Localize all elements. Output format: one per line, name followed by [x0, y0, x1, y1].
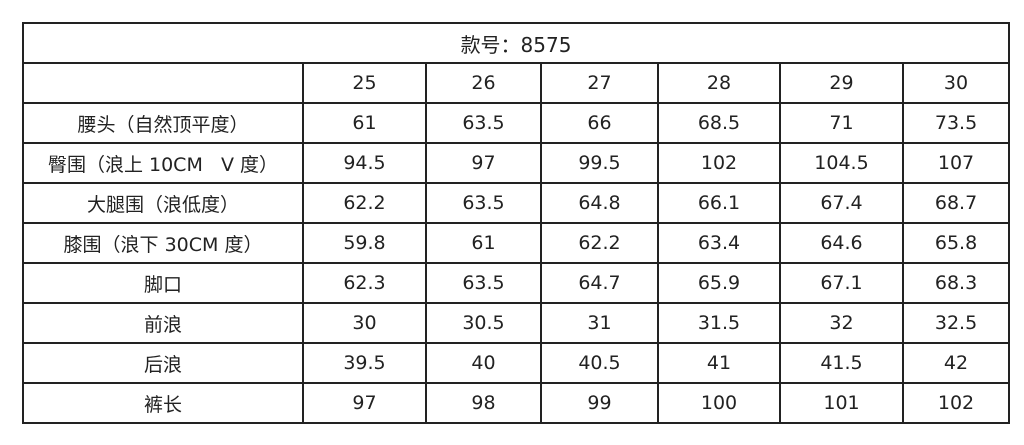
measurement-value: 102 — [901, 382, 1011, 424]
measurement-label: 裤长 — [22, 382, 304, 424]
measurement-value: 63.4 — [657, 222, 781, 264]
measurement-value: 68.7 — [901, 182, 1011, 224]
size-header: 27 — [540, 62, 659, 104]
measurement-value: 66.1 — [657, 182, 781, 224]
table-row: 脚口 62.3 63.5 64.7 65.9 67.1 68.3 — [22, 262, 1011, 304]
size-header: 29 — [779, 62, 904, 104]
measurement-value: 30.5 — [425, 302, 542, 344]
measurement-value: 64.6 — [779, 222, 904, 264]
measurement-value: 67.4 — [779, 182, 904, 224]
measurement-value: 41.5 — [779, 342, 904, 384]
measurement-value: 39.5 — [302, 342, 427, 384]
measurement-value: 61 — [302, 102, 427, 144]
measurement-value: 64.7 — [540, 262, 659, 304]
measurement-value: 40 — [425, 342, 542, 384]
size-header: 25 — [302, 62, 427, 104]
measurement-value: 32.5 — [901, 302, 1011, 344]
measurement-value: 104.5 — [779, 142, 904, 184]
measurement-value: 101 — [779, 382, 904, 424]
measurement-label: 腰头（自然顶平度） — [22, 102, 304, 144]
measurement-value: 62.2 — [302, 182, 427, 224]
size-header: 28 — [657, 62, 781, 104]
measurement-value: 65.8 — [901, 222, 1011, 264]
measurement-value: 107 — [901, 142, 1011, 184]
measurement-value: 99 — [540, 382, 659, 424]
measurement-value: 64.8 — [540, 182, 659, 224]
measurement-value: 62.3 — [302, 262, 427, 304]
measurement-value: 62.2 — [540, 222, 659, 264]
size-header: 30 — [901, 62, 1011, 104]
measurement-value: 94.5 — [302, 142, 427, 184]
measurement-value: 63.5 — [425, 102, 542, 144]
table-row: 臀围（浪上 10CM V 度） 94.5 97 99.5 102 104.5 107 — [22, 142, 1011, 184]
measurement-value: 98 — [425, 382, 542, 424]
style-number-title: 款号：8575 — [21, 22, 1011, 64]
title-row: 款号：8575 — [21, 22, 1011, 64]
measurement-label: 前浪 — [22, 302, 304, 344]
measurement-value: 99.5 — [540, 142, 659, 184]
measurement-value: 100 — [657, 382, 781, 424]
measurement-value: 31.5 — [657, 302, 781, 344]
measurement-value: 30 — [302, 302, 427, 344]
measurement-label: 后浪 — [22, 342, 304, 384]
measurement-value: 71 — [779, 102, 904, 144]
measurement-value: 73.5 — [901, 102, 1011, 144]
measurement-value: 97 — [302, 382, 427, 424]
size-chart-table: 款号：8575 25 26 27 28 29 30 腰头（自然顶平度） 61 63.… — [21, 22, 1011, 424]
measurement-value: 68.5 — [657, 102, 781, 144]
measurement-label: 脚口 — [22, 262, 304, 304]
size-header-row: 25 26 27 28 29 30 — [22, 62, 1011, 104]
measurement-value: 97 — [425, 142, 542, 184]
table-row: 前浪 30 30.5 31 31.5 32 32.5 — [22, 302, 1011, 344]
measurement-value: 65.9 — [657, 262, 781, 304]
table-row: 腰头（自然顶平度） 61 63.5 66 68.5 71 73.5 — [22, 102, 1011, 144]
table-row: 膝围（浪下 30CM 度） 59.8 61 62.2 63.4 64.6 65.8 — [22, 222, 1011, 264]
measurement-value: 41 — [657, 342, 781, 384]
measurement-value: 63.5 — [425, 262, 542, 304]
measurement-label: 膝围（浪下 30CM 度） — [22, 222, 304, 264]
header-corner-cell — [22, 62, 304, 104]
measurement-value: 31 — [540, 302, 659, 344]
measurement-value: 61 — [425, 222, 542, 264]
table-row: 后浪 39.5 40 40.5 41 41.5 42 — [22, 342, 1011, 384]
measurement-value: 59.8 — [302, 222, 427, 264]
measurement-value: 68.3 — [901, 262, 1011, 304]
measurement-value: 66 — [540, 102, 659, 144]
measurement-label: 大腿围（浪低度） — [22, 182, 304, 224]
measurement-value: 67.1 — [779, 262, 904, 304]
measurement-label: 臀围（浪上 10CM V 度） — [22, 142, 304, 184]
measurement-value: 40.5 — [540, 342, 659, 384]
measurement-value: 102 — [657, 142, 781, 184]
table-row: 裤长 97 98 99 100 101 102 — [22, 382, 1011, 424]
measurement-value: 42 — [901, 342, 1011, 384]
measurement-value: 63.5 — [425, 182, 542, 224]
table-row: 大腿围（浪低度） 62.2 63.5 64.8 66.1 67.4 68.7 — [22, 182, 1011, 224]
measurement-value: 32 — [779, 302, 904, 344]
size-header: 26 — [425, 62, 542, 104]
